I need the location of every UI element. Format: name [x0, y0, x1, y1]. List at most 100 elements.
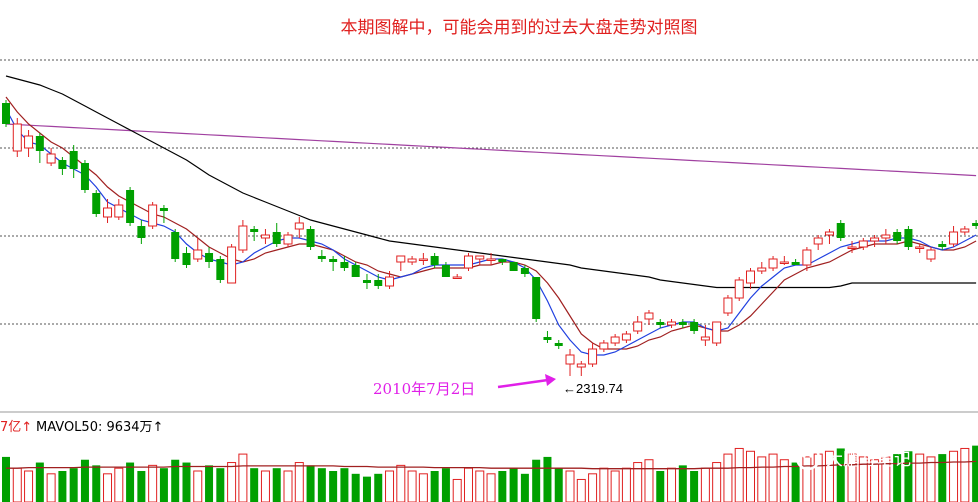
candle	[813, 235, 823, 250]
candle-body	[498, 259, 507, 262]
candle	[938, 241, 947, 250]
candle	[745, 268, 755, 289]
candle-body	[137, 226, 146, 238]
candle-body	[351, 265, 360, 277]
candle-body	[2, 103, 10, 124]
candle	[532, 277, 541, 322]
volume-bar	[791, 462, 800, 502]
candle	[565, 349, 575, 376]
candle-body	[486, 258, 496, 261]
candle	[768, 256, 778, 271]
candle	[509, 262, 518, 271]
volume-bar	[972, 445, 978, 502]
candle-body	[193, 249, 203, 260]
candle-body	[452, 276, 462, 279]
volume-bar	[949, 450, 959, 502]
volume-bar	[12, 467, 22, 502]
candle	[554, 340, 563, 349]
candle-body	[227, 246, 237, 284]
candle	[441, 262, 450, 277]
candle-body	[893, 232, 902, 241]
candle-body	[306, 229, 315, 247]
volume-bar	[351, 473, 360, 502]
volume-bar	[723, 453, 733, 502]
candle-body	[418, 258, 428, 261]
candle-body	[396, 255, 406, 263]
volume-bar	[532, 459, 541, 502]
volume-bar	[80, 459, 89, 502]
price-grid	[0, 59, 978, 413]
candle	[137, 220, 146, 244]
volume-bar	[260, 470, 270, 502]
volume-bar	[915, 453, 925, 502]
candle	[779, 256, 789, 265]
candle-body	[58, 160, 67, 169]
candle-body	[712, 321, 722, 344]
ma-long-line	[5, 123, 977, 177]
volume-bar	[554, 468, 563, 502]
volume-bar	[836, 448, 845, 502]
candle	[858, 238, 868, 250]
candle-body	[656, 322, 665, 325]
candle-body	[824, 231, 834, 236]
candle	[92, 190, 101, 217]
candles	[2, 100, 978, 376]
candle-body	[205, 253, 214, 262]
candle	[599, 340, 609, 352]
volume-bar	[374, 473, 383, 502]
candle-body	[520, 268, 529, 274]
volume-bar	[114, 467, 124, 502]
candle	[69, 145, 78, 178]
volume-bar	[24, 470, 34, 502]
volume-bar	[734, 447, 744, 502]
candle-body	[858, 240, 868, 248]
candle	[576, 361, 586, 376]
candle	[182, 247, 191, 268]
volume-bar	[667, 467, 677, 502]
candle-body	[543, 337, 552, 340]
candle	[926, 247, 936, 262]
annotation-date: 2010年7月2日	[373, 380, 475, 398]
candle-body	[700, 336, 710, 341]
volume-bar	[486, 473, 496, 502]
candle	[340, 256, 349, 271]
vol-label: 7亿↑	[0, 420, 32, 435]
candle	[610, 334, 620, 346]
volume-bar	[418, 473, 428, 502]
candle-body	[441, 265, 450, 277]
candle-body	[972, 223, 978, 226]
candle	[644, 310, 654, 325]
candle-body	[678, 322, 687, 325]
candle-body	[385, 276, 395, 287]
volume-bar	[520, 473, 529, 502]
candle	[80, 160, 89, 193]
volume-bar	[700, 467, 710, 502]
volume-bar	[802, 456, 812, 502]
candle	[126, 187, 135, 226]
volume-bar	[148, 464, 158, 502]
candle-body	[46, 153, 56, 164]
candle-body	[509, 262, 518, 271]
volume-bar	[35, 462, 44, 502]
candle-body	[757, 267, 767, 272]
candle-body	[171, 232, 180, 259]
volume-bar	[407, 470, 417, 502]
annotation-arrow-line	[497, 378, 549, 389]
volume-bar	[103, 473, 113, 502]
candle-body	[92, 193, 101, 214]
candle-body	[463, 255, 473, 269]
candle-body	[340, 262, 349, 268]
candle-body	[475, 255, 485, 260]
candle-body	[272, 232, 281, 244]
candle-body	[870, 237, 880, 242]
low-value-label: ←2319.74	[563, 381, 623, 396]
volume-bar	[926, 456, 936, 502]
candle	[396, 255, 406, 271]
candle-body	[915, 246, 925, 249]
volume-bar	[938, 454, 947, 502]
candle-body	[329, 259, 338, 262]
candle-body	[35, 136, 44, 151]
candle-body	[644, 312, 654, 320]
candle	[633, 316, 643, 334]
